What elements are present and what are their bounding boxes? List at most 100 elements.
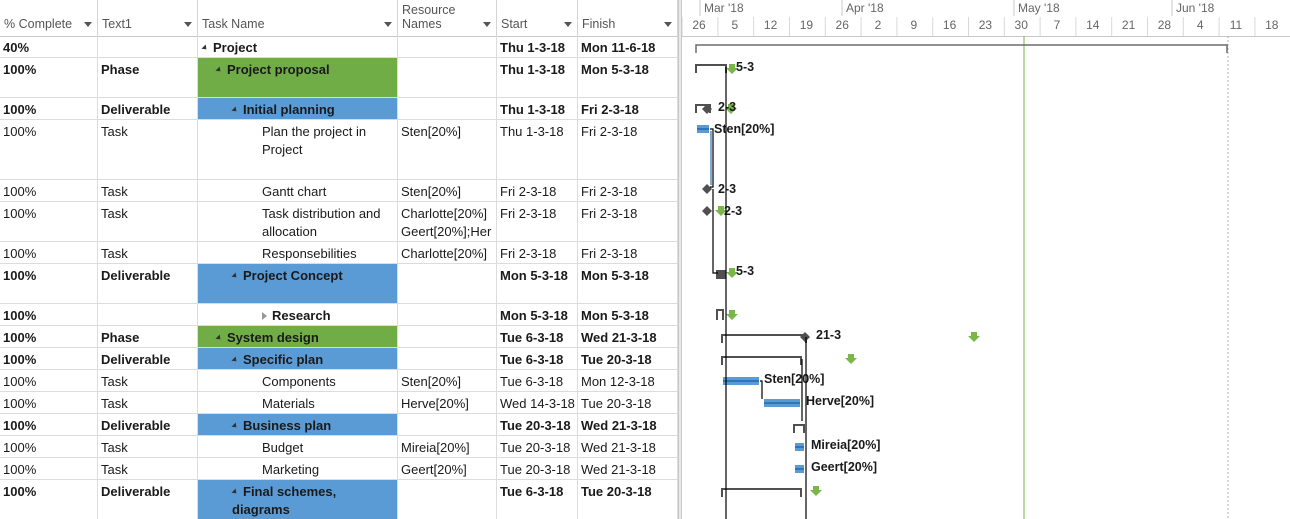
cell-task-name[interactable]: Initial planning [198,98,398,119]
collapse-icon[interactable] [231,422,239,430]
cell-text1[interactable] [98,304,198,325]
col-text1-header[interactable]: Text1 [98,0,198,36]
cell-start[interactable]: Fri 2-3-18 [497,180,578,201]
cell-resource-names[interactable] [398,58,497,97]
cell-finish[interactable]: Mon 5-3-18 [578,304,678,325]
table-row[interactable]: 100% Task Marketing Geert[20%] Tue 20-3-18 We… [0,458,678,480]
col-percent-complete-header[interactable]: % Complete [0,0,98,36]
cell-task-name[interactable]: Responsebilities [198,242,398,263]
cell-percent-complete[interactable]: 100% [0,264,98,303]
cell-start[interactable]: Thu 1-3-18 [497,98,578,119]
col-resource-names-header[interactable]: Resource Names [398,0,497,36]
cell-resource-names[interactable] [398,264,497,303]
cell-start[interactable]: Tue 6-3-18 [497,480,578,519]
table-row[interactable]: 40% Project Thu 1-3-18 Mon 11-6-18 [0,36,678,58]
cell-task-name[interactable]: Project [198,36,398,57]
filter-dropdown-icon[interactable] [184,22,192,27]
cell-resource-names[interactable] [398,480,497,519]
cell-text1[interactable]: Task [98,458,198,479]
cell-finish[interactable]: Mon 11-6-18 [578,36,678,57]
filter-dropdown-icon[interactable] [84,22,92,27]
cell-percent-complete[interactable]: 100% [0,180,98,201]
cell-text1[interactable]: Phase [98,326,198,347]
cell-task-name[interactable]: Gantt chart [198,180,398,201]
cell-percent-complete[interactable]: 100% [0,58,98,97]
cell-percent-complete[interactable]: 100% [0,414,98,435]
col-start-header[interactable]: Start [497,0,578,36]
table-row[interactable]: 100% Task Budget Mireia[20%] Tue 20-3-18 Wed … [0,436,678,458]
cell-percent-complete[interactable]: 100% [0,436,98,457]
cell-task-name[interactable]: Specific plan [198,348,398,369]
cell-finish[interactable]: Tue 20-3-18 [578,480,678,519]
cell-finish[interactable]: Wed 21-3-18 [578,326,678,347]
cell-resource-names[interactable] [398,36,497,57]
cell-start[interactable]: Wed 14-3-18 [497,392,578,413]
cell-text1[interactable]: Deliverable [98,414,198,435]
cell-text1[interactable]: Task [98,202,198,241]
cell-finish[interactable]: Fri 2-3-18 [578,120,678,179]
table-row[interactable]: 100% Task Components Sten[20%] Tue 6-3-18 Mon… [0,370,678,392]
cell-text1[interactable]: Task [98,392,198,413]
table-row[interactable]: 100% Phase Project proposal Thu 1-3-18 Mon 5… [0,58,678,98]
cell-resource-names[interactable] [398,304,497,325]
cell-task-name[interactable]: Research [198,304,398,325]
cell-finish[interactable]: Tue 20-3-18 [578,392,678,413]
cell-resource-names[interactable]: Herve[20%] [398,392,497,413]
cell-text1[interactable]: Task [98,120,198,179]
cell-finish[interactable]: Tue 20-3-18 [578,348,678,369]
collapse-icon[interactable] [201,44,209,52]
cell-resource-names[interactable] [398,348,497,369]
cell-task-name[interactable]: Project Concept [198,264,398,303]
table-row[interactable]: 100% Phase System design Tue 6-3-18 Wed 21-3… [0,326,678,348]
cell-start[interactable]: Thu 1-3-18 [497,36,578,57]
cell-resource-names[interactable]: Sten[20%] [398,370,497,391]
cell-task-name[interactable]: System design [198,326,398,347]
cell-text1[interactable]: Deliverable [98,480,198,519]
cell-percent-complete[interactable]: 100% [0,480,98,519]
cell-task-name[interactable]: Plan the project in Project [198,120,398,179]
cell-task-name[interactable]: Marketing [198,458,398,479]
cell-resource-names[interactable] [398,414,497,435]
cell-text1[interactable]: Deliverable [98,264,198,303]
cell-start[interactable]: Fri 2-3-18 [497,202,578,241]
table-row[interactable]: 100% Task Materials Herve[20%] Wed 14-3-18 Tu… [0,392,678,414]
cell-percent-complete[interactable]: 100% [0,98,98,119]
cell-finish[interactable]: Fri 2-3-18 [578,242,678,263]
cell-resource-names[interactable]: Geert[20%] [398,458,497,479]
table-row[interactable]: 100% Task Responsebilities Charlotte[20%] Fr… [0,242,678,264]
cell-percent-complete[interactable]: 100% [0,370,98,391]
cell-start[interactable]: Tue 20-3-18 [497,458,578,479]
cell-text1[interactable]: Task [98,180,198,201]
table-row[interactable]: 100% Research Mon 5-3-18 Mon 5-3-18 [0,304,678,326]
cell-text1[interactable]: Deliverable [98,98,198,119]
expand-icon[interactable] [262,311,267,320]
cell-start[interactable]: Tue 20-3-18 [497,414,578,435]
col-task-name-header[interactable]: Task Name [198,0,398,36]
cell-finish[interactable]: Mon 5-3-18 [578,264,678,303]
cell-task-name[interactable]: Task distribution and allocation [198,202,398,241]
cell-finish[interactable]: Mon 5-3-18 [578,58,678,97]
cell-start[interactable]: Tue 20-3-18 [497,436,578,457]
cell-task-name[interactable]: Project proposal [198,58,398,97]
table-row[interactable]: 100% Task Plan the project in Project Sten[… [0,120,678,180]
cell-task-name[interactable]: Components [198,370,398,391]
cell-finish[interactable]: Wed 21-3-18 [578,414,678,435]
cell-start[interactable]: Tue 6-3-18 [497,326,578,347]
cell-task-name[interactable]: Materials [198,392,398,413]
cell-percent-complete[interactable]: 100% [0,120,98,179]
filter-dropdown-icon[interactable] [664,22,672,27]
filter-dropdown-icon[interactable] [384,22,392,27]
filter-dropdown-icon[interactable] [483,22,491,27]
cell-percent-complete[interactable]: 100% [0,242,98,263]
cell-resource-names[interactable] [398,98,497,119]
cell-start[interactable]: Tue 6-3-18 [497,348,578,369]
cell-percent-complete[interactable]: 100% [0,392,98,413]
collapse-icon[interactable] [215,334,223,342]
cell-start[interactable]: Thu 1-3-18 [497,58,578,97]
cell-resource-names[interactable]: Sten[20%] [398,120,497,179]
cell-start[interactable]: Fri 2-3-18 [497,242,578,263]
cell-resource-names[interactable]: Charlotte[20%] [398,242,497,263]
cell-task-name[interactable]: Budget [198,436,398,457]
collapse-icon[interactable] [231,106,239,114]
cell-text1[interactable] [98,36,198,57]
